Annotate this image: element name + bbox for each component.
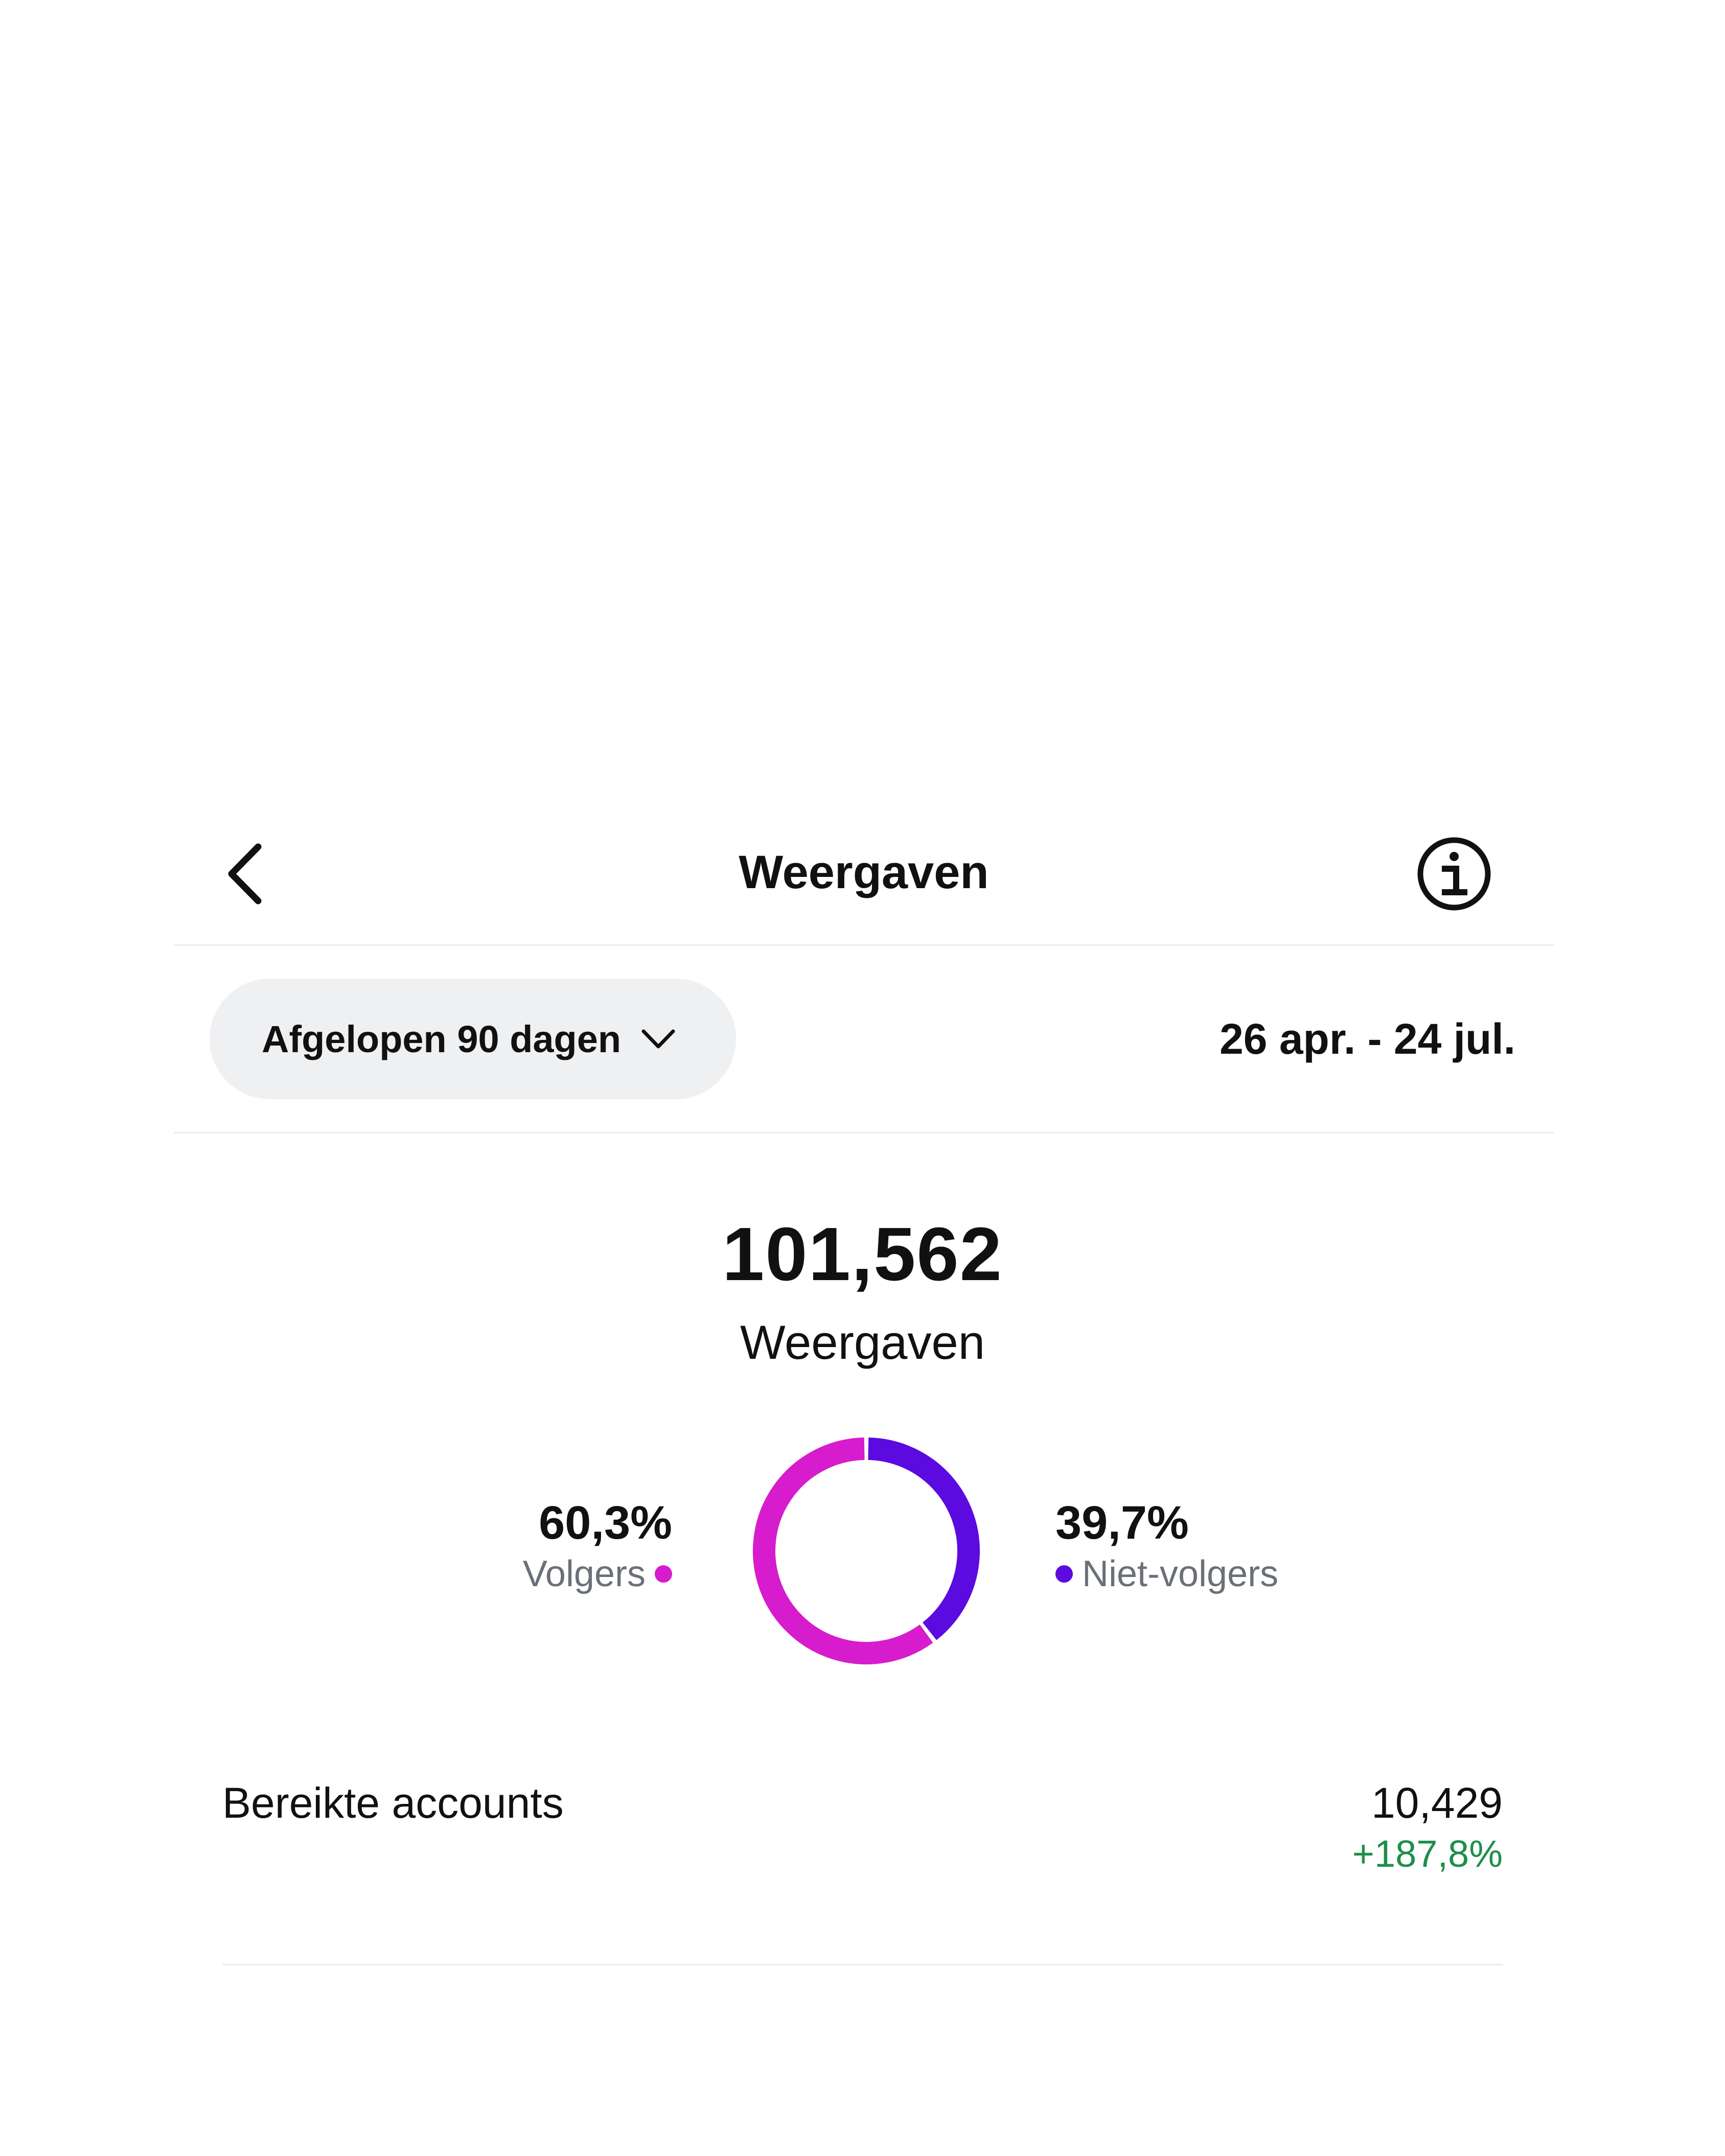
followers-legend: Volgers	[523, 1553, 672, 1595]
period-label: Afgelopen 90 dagen	[262, 1017, 622, 1060]
followers-label: Volgers	[522, 1554, 646, 1595]
total-views-value: 101,562	[722, 1212, 1003, 1296]
views-donut-chart	[753, 1438, 980, 1664]
donut-slice-niet-volgers	[868, 1438, 980, 1640]
chevron-left-icon	[228, 843, 262, 905]
non-followers-legend: Niet-volgers	[1055, 1553, 1278, 1595]
page-title: Weergaven	[739, 846, 989, 898]
metric-label: Bereikte accounts	[222, 1779, 564, 1827]
non-followers-label: Niet-volgers	[1082, 1554, 1279, 1595]
info-icon	[1417, 837, 1491, 911]
back-button[interactable]	[210, 838, 281, 910]
metric-change: +187,8%	[1352, 1833, 1503, 1875]
total-views-label: Weergaven	[740, 1315, 985, 1369]
date-range: 26 apr. - 24 jul.	[1220, 1015, 1515, 1063]
metric-value: 10,429	[1371, 1779, 1503, 1827]
non-followers-percent: 39,7%	[1055, 1497, 1189, 1549]
non-followers-stat: 39,7% Niet-volgers	[1055, 1497, 1278, 1595]
non-followers-legend-dot	[1055, 1565, 1073, 1583]
donut-slice-volgers	[753, 1438, 933, 1664]
period-dropdown[interactable]: Afgelopen 90 dagen	[210, 979, 736, 1099]
followers-stat: 60,3% Volgers	[523, 1497, 672, 1595]
top-bar: Weergaven	[174, 807, 1554, 945]
chevron-down-icon	[641, 1029, 675, 1049]
followers-percent: 60,3%	[539, 1497, 672, 1549]
metric-row-accounts-reached[interactable]: Bereikte accounts 10,429 +187,8%	[222, 1773, 1503, 1927]
filter-divider	[174, 1132, 1554, 1133]
followers-legend-dot	[655, 1565, 672, 1583]
header-divider	[174, 944, 1554, 946]
info-button[interactable]	[1413, 833, 1495, 915]
metric-divider	[222, 1964, 1503, 1965]
